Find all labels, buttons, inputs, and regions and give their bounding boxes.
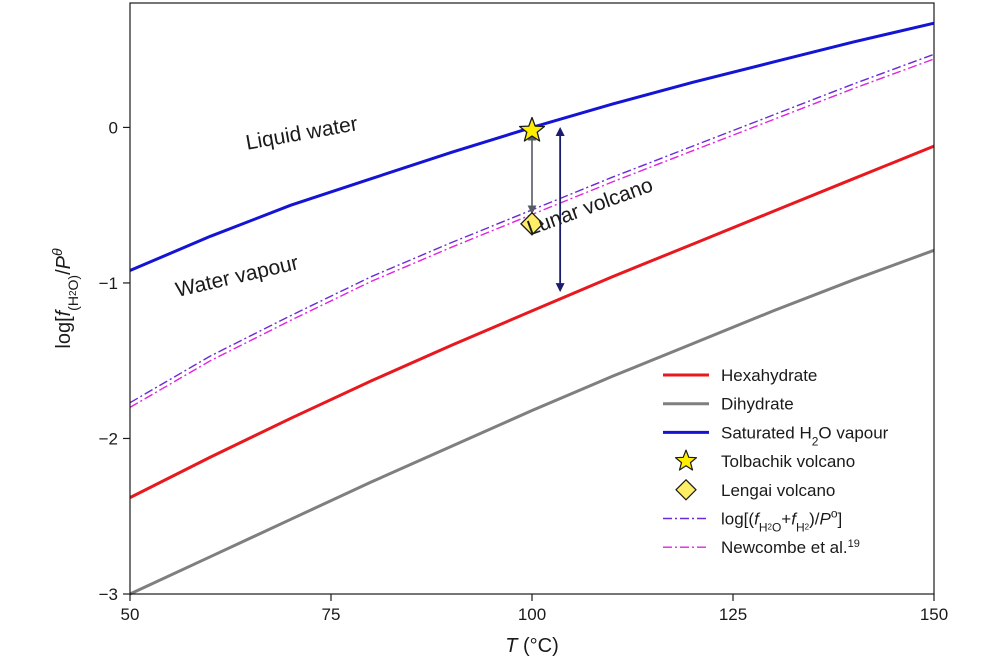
series-line-2 (129, 248, 935, 596)
series-line-1 (129, 144, 935, 499)
marker-layer (518, 116, 565, 293)
annotation-liquid: Liquid water (244, 112, 360, 154)
x-tick-label-150: 150 (920, 605, 948, 624)
plot-frame (129, 2, 935, 595)
annotation-vapour: Water vapour (173, 251, 300, 302)
legend-label-1: Hexahydrate (721, 366, 817, 385)
annotation-lunar: Lunar volcano (524, 173, 656, 240)
axes-layer: 50 75 100 125 150 0 −1 −2 −3 T (°C) log[f(H2O)/Pθ (49, 2, 948, 657)
x-axis-title: T (°C) (505, 635, 559, 657)
series-layer (129, 21, 935, 596)
tolbachik-star (518, 116, 546, 142)
legend-label-4: Tolbachik volcano (721, 452, 855, 471)
x-tick-label-125: 125 (719, 605, 747, 624)
y-tick-label--1: −1 (99, 274, 118, 293)
legend-label-6: log[(fH2O+fH2)/Po] (721, 507, 842, 535)
x-tick-label-100: 100 (518, 605, 546, 624)
y-axis-title: log[f(H2O)/Pθ (49, 248, 81, 349)
legend-label-5: Lengai volcano (721, 481, 835, 500)
annotation-layer: Liquid water Water vapour Lunar volcano (173, 112, 656, 302)
x-tick-label-50: 50 (121, 605, 140, 624)
legend-label-3: Saturated H2O vapour (721, 423, 889, 448)
y-tick-label-0: 0 (109, 118, 118, 137)
y-tick-label--3: −3 (99, 585, 118, 604)
y-tick-label--2: −2 (99, 429, 118, 448)
lengai-diamond (520, 211, 544, 236)
legend-label-7: Newcombe et al.19 (721, 538, 860, 557)
legend-label-2: Dihydrate (721, 395, 794, 414)
x-tick-label-75: 75 (322, 605, 341, 624)
legend-layer: Hexahydrate Dihydrate Saturated H2O vapour… (663, 366, 889, 557)
legend-star (674, 449, 698, 471)
legend-diamond (675, 478, 697, 501)
